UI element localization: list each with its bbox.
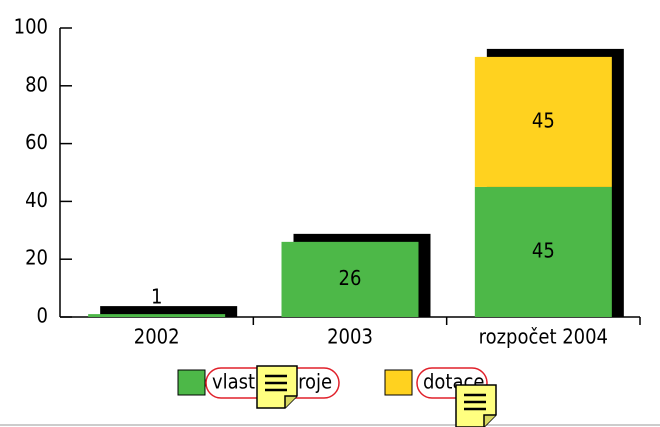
y-tick-label: 80 [25,72,48,96]
x-tick-label: 2002 [134,325,180,349]
y-tick-label: 60 [25,130,48,154]
note-icon [455,384,497,427]
value-label: 1 [151,285,162,309]
legend-swatch [384,369,413,396]
y-tick-label: 0 [37,304,48,328]
note-fold [483,414,496,427]
bar-segment [281,241,419,317]
y-tick-label: 40 [25,188,48,212]
bar-segment [474,186,612,317]
x-tick-label: rozpočet 2004 [479,325,608,349]
y-tick-label: 100 [14,15,48,39]
bar-segment [474,56,612,187]
annotation-ellipse [416,367,488,399]
value-label: 26 [339,266,362,290]
legend-swatch [177,369,206,396]
value-label: 45 [532,108,555,132]
note-fold [284,395,297,408]
x-tick-label: 2003 [327,325,373,349]
note-icon [256,365,298,409]
bar-segment [88,314,226,317]
bar-shadow [100,306,238,317]
y-tick-label: 20 [25,246,48,270]
value-label: 45 [532,238,555,262]
